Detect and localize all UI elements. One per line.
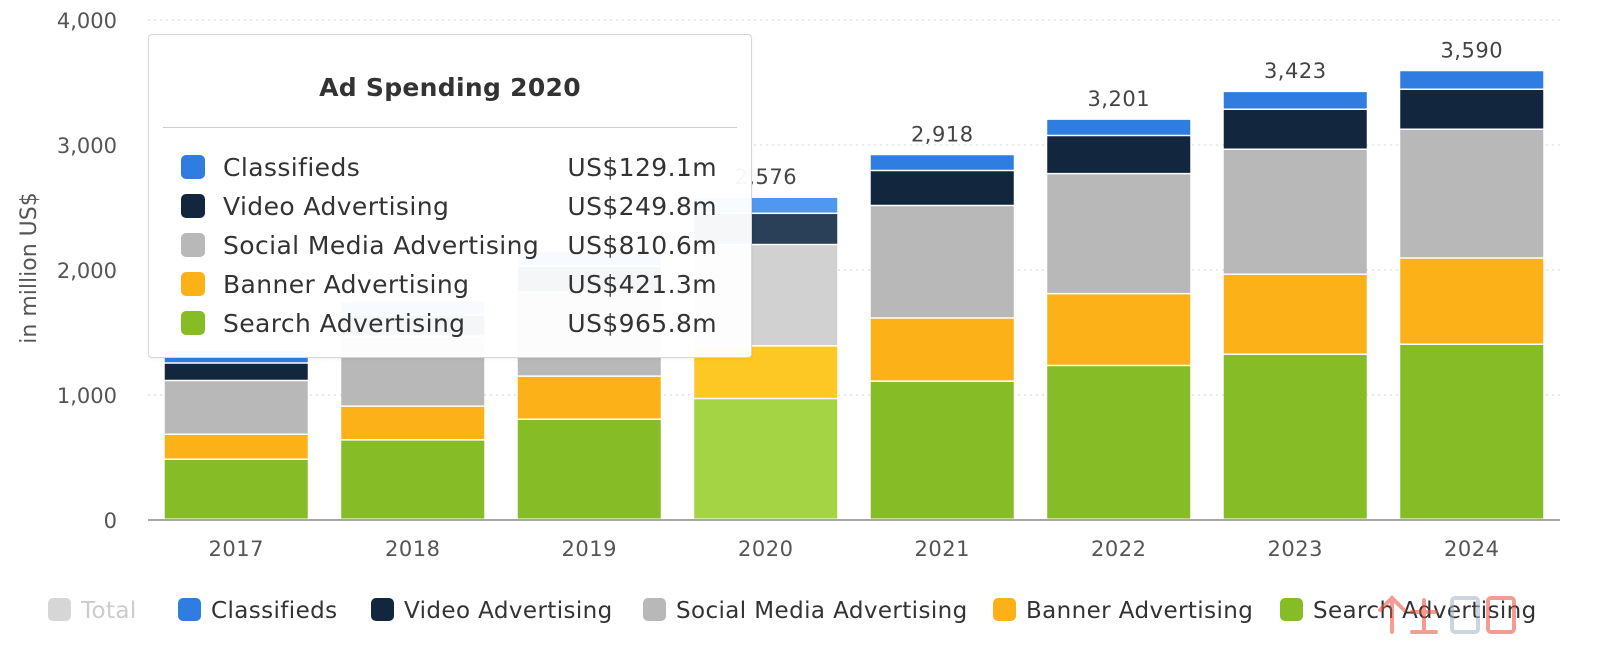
tooltip-row-label: Search Advertising	[223, 309, 466, 338]
legend-item-search-advertising[interactable]: Search Advertising	[1280, 598, 1537, 624]
y-tick-label: 0	[104, 509, 117, 533]
bar-video-advertising-2017	[164, 363, 308, 380]
bar-banner-advertising-2022	[1047, 294, 1191, 365]
x-axis-ticks: 2017 2018 2019 2020 2021 2022 2023 2024	[209, 537, 1499, 561]
classifieds-swatch-icon	[181, 155, 205, 179]
bar-banner-advertising-2024	[1400, 258, 1544, 344]
legend-swatch-icon	[48, 598, 71, 621]
legend-label: Video Advertising	[404, 598, 613, 624]
bar-video-advertising-2022	[1047, 136, 1191, 173]
tooltip-row-value: US$249.8m	[567, 192, 717, 221]
bar-search-advertising-2019	[517, 420, 661, 519]
legend-label: Banner Advertising	[1026, 598, 1253, 624]
y-tick-label: 3,000	[57, 134, 117, 158]
legend-item-banner-advertising[interactable]: Banner Advertising	[993, 598, 1253, 624]
bar-banner-advertising-2023	[1223, 275, 1367, 354]
bar-search-advertising-2024	[1400, 345, 1544, 519]
total-label-2021: 2,918	[911, 122, 974, 146]
bar-classifieds-2024	[1400, 71, 1544, 89]
bar-classifieds-2023	[1223, 92, 1367, 109]
bar-social-media-advertising-2023	[1223, 150, 1367, 274]
tooltip-row-label: Classifieds	[223, 153, 361, 182]
bar-search-advertising-2020	[694, 399, 838, 519]
legend-swatch-icon	[178, 598, 201, 621]
tooltip-row-label: Video Advertising	[223, 192, 450, 221]
total-label-2023: 3,423	[1264, 59, 1327, 83]
legend-label: Total	[80, 598, 137, 624]
x-tick-label-2017: 2017	[209, 537, 264, 561]
tooltip-row-value: US$965.8m	[567, 309, 717, 338]
x-tick-label-2023: 2023	[1268, 537, 1323, 561]
bar-video-advertising-2024	[1400, 90, 1544, 129]
legend: Total Classifieds Video Advertising Social …	[48, 598, 1537, 624]
x-tick-label-2021: 2021	[915, 537, 970, 561]
bar-classifieds-2022	[1047, 119, 1191, 135]
tooltip-row-search-advertising: Search Advertising US$965.8m	[181, 304, 717, 343]
y-tick-label: 1,000	[57, 384, 117, 408]
tooltip-rows: Classifieds US$129.1m Video Advertising …	[181, 148, 717, 343]
bar-banner-advertising-2019	[517, 376, 661, 419]
watermark-logo	[1378, 595, 1516, 634]
legend-swatch-icon	[993, 598, 1016, 621]
x-tick-label-2022: 2022	[1091, 537, 1146, 561]
bar-search-advertising-2017	[164, 460, 308, 519]
bar-search-advertising-2022	[1047, 366, 1191, 519]
legend-item-total[interactable]: Total	[48, 598, 137, 624]
y-tick-label: 2,000	[57, 259, 117, 283]
tooltip-row-classifieds: Classifieds US$129.1m	[181, 148, 717, 187]
legend-label: Classifieds	[211, 598, 338, 624]
bar-video-advertising-2021	[870, 171, 1014, 205]
bar-search-advertising-2023	[1223, 355, 1367, 519]
video-advertising-swatch-icon	[181, 194, 205, 218]
y-axis-ticks: 0 1,000 2,000 3,000 4,000	[57, 9, 117, 533]
bar-banner-advertising-2018	[341, 406, 485, 440]
total-label-2024: 3,590	[1440, 38, 1503, 62]
social-media-advertising-swatch-icon	[181, 233, 205, 257]
search-advertising-swatch-icon	[181, 311, 205, 335]
bar-video-advertising-2023	[1223, 110, 1367, 149]
x-tick-label-2019: 2019	[562, 537, 617, 561]
x-tick-label-2020: 2020	[738, 537, 793, 561]
legend-item-social-media-advertising[interactable]: Social Media Advertising	[643, 598, 968, 624]
bar-social-media-advertising-2017	[164, 381, 308, 434]
legend-swatch-icon	[643, 598, 666, 621]
bar-social-media-advertising-2021	[870, 206, 1014, 318]
legend-label: Social Media Advertising	[676, 598, 968, 624]
tooltip-row-banner-advertising: Banner Advertising US$421.3m	[181, 265, 717, 304]
tooltip-row-social-media-advertising: Social Media Advertising US$810.6m	[181, 226, 717, 265]
total-label-2022: 3,201	[1087, 87, 1150, 111]
tooltip-row-value: US$810.6m	[567, 231, 717, 260]
legend-swatch-icon	[371, 598, 394, 621]
bar-social-media-advertising-2022	[1047, 174, 1191, 293]
tooltip-title: Ad Spending 2020	[319, 73, 581, 102]
y-axis-label: in million US$	[17, 192, 42, 343]
tooltip-row-value: US$421.3m	[567, 270, 717, 299]
bar-banner-advertising-2021	[870, 318, 1014, 381]
tooltip-row-label: Banner Advertising	[223, 270, 470, 299]
x-tick-label-2018: 2018	[385, 537, 440, 561]
x-tick-label-2024: 2024	[1444, 537, 1499, 561]
banner-advertising-swatch-icon	[181, 272, 205, 296]
y-tick-label: 4,000	[57, 9, 117, 33]
legend-item-video-advertising[interactable]: Video Advertising	[371, 598, 613, 624]
tooltip-row-video-advertising: Video Advertising US$249.8m	[181, 187, 717, 226]
bar-classifieds-2021	[870, 155, 1014, 170]
bar-banner-advertising-2017	[164, 435, 308, 459]
bar-search-advertising-2021	[870, 381, 1014, 519]
tooltip-row-value: US$129.1m	[567, 153, 717, 182]
legend-item-classifieds[interactable]: Classifieds	[178, 598, 338, 624]
tooltip: Ad Spending 2020 Classifieds US$129.1m V…	[148, 34, 752, 358]
tooltip-divider	[163, 127, 737, 128]
bar-social-media-advertising-2024	[1400, 130, 1544, 258]
tooltip-row-label: Social Media Advertising	[223, 231, 540, 260]
watermark-icon	[1378, 595, 1516, 634]
legend-swatch-icon	[1280, 598, 1303, 621]
bar-search-advertising-2018	[341, 440, 485, 519]
